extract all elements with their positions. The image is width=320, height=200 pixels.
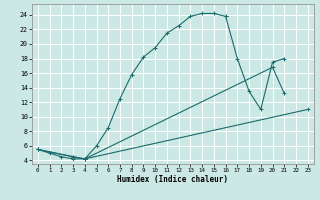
X-axis label: Humidex (Indice chaleur): Humidex (Indice chaleur) xyxy=(117,175,228,184)
